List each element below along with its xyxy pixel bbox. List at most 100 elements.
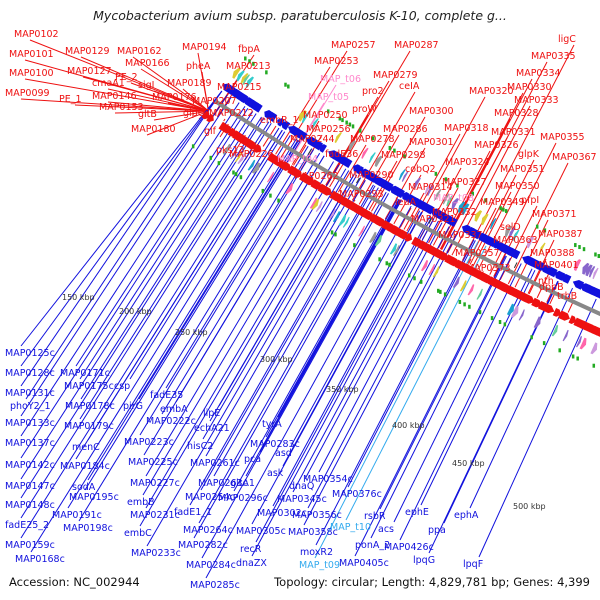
reverse-gene-label: MAP0133c [5, 418, 55, 429]
forward-gene-label: MAP0153 [99, 102, 144, 113]
forward-gene-label: MAP0351 [500, 164, 545, 175]
forward-gene-label: cobQ2 [405, 164, 436, 175]
forward-gene-label: MAP0180 [131, 124, 176, 135]
reverse-gene-label: lpqF [463, 559, 483, 570]
forward-feature-marker [592, 363, 596, 368]
reverse-cog-block [474, 210, 483, 222]
gene-leader-line [345, 245, 487, 521]
reverse-gene-label: tyrA [262, 419, 282, 430]
reverse-gene-arrow [342, 158, 353, 168]
gene-leader-line [114, 110, 209, 114]
gene-leader-line [213, 187, 379, 477]
reverse-gene-label: lpqG [413, 555, 435, 566]
forward-gene-label: MAP0333 [514, 95, 559, 106]
reverse-cog-block [461, 203, 470, 216]
forward-gene-label: MAP0256 [306, 124, 351, 135]
gene-leader-line [410, 96, 486, 234]
gene-leader-line [20, 90, 223, 387]
reverse-gene-label: ephE [405, 507, 429, 518]
forward-feature-marker [232, 170, 235, 175]
forward-feature-marker [571, 354, 575, 359]
forward-gene-arrow [552, 308, 562, 317]
forward-gene-label: MAP0162 [117, 46, 162, 57]
forward-gene-label: MAP_t06 [320, 74, 361, 85]
forward-gene-label: MAP0355 [540, 132, 585, 143]
gene-leader-line [193, 193, 389, 539]
forward-gene-label: MAP0262 [294, 171, 339, 182]
reverse-feature-marker [403, 154, 406, 159]
forward-gene-label: nth [538, 276, 554, 287]
gene-leader-line [200, 185, 376, 491]
gene-leader-line [251, 218, 435, 557]
gene-leader-line [143, 155, 325, 456]
reverse-gene-arrow [592, 289, 600, 299]
forward-gene-label: MAP0320 [469, 86, 514, 97]
reverse-cog-block [446, 195, 454, 207]
gene-leader-line [20, 97, 232, 417]
forward-feature-marker [419, 279, 423, 284]
reverse-gene-label: MAP0264c [183, 525, 233, 536]
gene-leader-line [379, 255, 507, 510]
forward-cog-block [518, 309, 525, 321]
forward-feature-marker [437, 288, 440, 293]
reverse-gene-label: MAP0356c [292, 510, 342, 521]
forward-gene-label: MAP0189 [167, 78, 212, 89]
reverse-feature-marker [287, 84, 290, 89]
forward-gene-label: MAP0330 [507, 82, 552, 93]
reverse-gene-label: MAP0345c [277, 494, 327, 505]
reverse-gene-label: MAP0282c [178, 540, 228, 551]
reverse-cog-block [508, 227, 516, 239]
gene-leader-line [20, 118, 264, 499]
reverse-gene-label: MAP0426c [384, 542, 434, 553]
gene-leader-line [138, 140, 300, 400]
reverse-gene-label: embB [127, 497, 155, 508]
reverse-feature-marker [393, 148, 396, 153]
reverse-gene-label: MAP0159c [5, 540, 55, 551]
gene-leader-line [87, 139, 299, 481]
gene-leader-line [432, 217, 449, 246]
forward-cog-block [579, 337, 587, 350]
gene-leader-line [546, 286, 555, 303]
gene-leader-line [275, 66, 331, 155]
reverse-cog-block [512, 229, 520, 241]
gene-leader-line [74, 104, 209, 112]
gene-leader-line [20, 90, 223, 367]
gene-leader-line [469, 174, 517, 265]
gene-leader-line [353, 199, 356, 202]
gene-leader-line [189, 184, 374, 506]
gene-leader-line [145, 161, 334, 477]
reverse-cog-block [361, 147, 369, 159]
forward-gene-arrow [252, 143, 262, 153]
forward-gene-label: MAP0194 [182, 42, 227, 53]
gene-leader-line [67, 138, 297, 509]
gene-leader-line [403, 192, 425, 230]
reverse-gene-label: MAP0195c [69, 492, 119, 503]
forward-gene-label: ceIA [399, 81, 420, 92]
genome-backbone [214, 99, 600, 316]
forward-gene-label: glpK [518, 149, 540, 160]
reverse-gene-label: MAP0285c [190, 580, 240, 591]
forward-gene-label: MAP0350 [495, 181, 540, 192]
forward-gene-label: MAP0100 [9, 68, 54, 79]
reverse-gene-label: menC [72, 442, 100, 453]
gene-leader-line [354, 255, 506, 557]
reverse-feature-marker [499, 206, 502, 211]
forward-gene-label: MAP0357 [455, 248, 500, 259]
forward-gene-arrow [522, 293, 535, 304]
forward-cog-block [247, 159, 256, 171]
gene-leader-line [79, 121, 270, 420]
forward-gene-label: MAP0099 [5, 88, 50, 99]
kbp-tick-mark [428, 218, 433, 224]
gene-leader-line [489, 142, 557, 275]
reverse-cog-block [368, 152, 376, 164]
forward-cog-block [506, 303, 515, 316]
reverse-gene-label: MAP_t09 [299, 560, 340, 571]
forward-gene-label: MAP0335 [531, 51, 576, 62]
forward-feature-marker [463, 302, 466, 307]
gene-tracks [191, 56, 600, 368]
forward-gene-label: MAP0129 [65, 46, 110, 57]
reverse-gene-arrow [559, 274, 572, 284]
forward-feature-marker [385, 261, 389, 266]
reverse-cog-block [245, 76, 254, 88]
reverse-feature-marker [543, 228, 547, 233]
